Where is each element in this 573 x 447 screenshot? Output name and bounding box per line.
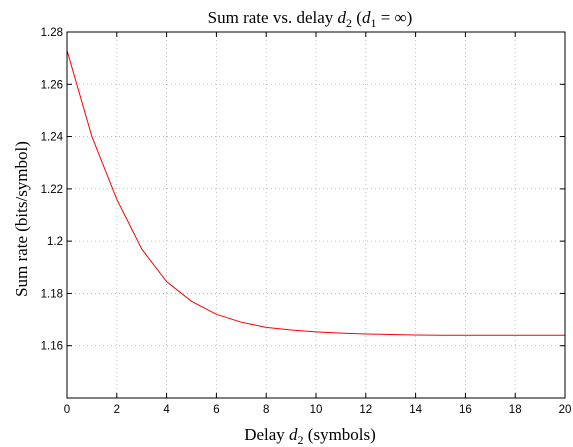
tick-marks [66, 31, 566, 398]
x-tick-label: 14 [409, 404, 422, 416]
series-layer [66, 50, 565, 336]
x-tick-label: 2 [114, 404, 120, 416]
y-axis-label: Sum rate (bits/symbol) [12, 141, 31, 297]
xlabel-suffix: (symbols) [304, 425, 376, 444]
y-tick-labels: 1.16 1.18 1.2 1.22 1.24 1.26 1.28 [41, 27, 64, 353]
x-tick-label: 0 [64, 404, 70, 416]
x-tick-labels: 0 2 4 6 8 10 12 14 16 18 20 [64, 404, 572, 416]
x-tick-label: 6 [213, 404, 219, 416]
x-tick-label: 20 [559, 404, 572, 416]
xlabel-prefix: Delay [244, 425, 289, 444]
y-tick-label: 1.24 [41, 132, 64, 144]
grid-lines [67, 32, 565, 398]
x-tick-label: 10 [310, 404, 323, 416]
plot-frame [66, 31, 566, 399]
x-tick-label: 12 [359, 404, 372, 416]
title-cond-sub: 1 [370, 16, 376, 30]
xlabel-var-sub: 2 [298, 433, 304, 447]
x-tick-label: 16 [459, 404, 472, 416]
title-cond-rest: = ∞) [376, 8, 412, 27]
title-paren-open: ( [352, 8, 362, 27]
sum-rate-line [66, 50, 565, 336]
x-tick-label: 4 [163, 404, 170, 416]
y-tick-label: 1.28 [41, 27, 63, 39]
y-tick-label: 1.16 [41, 341, 63, 353]
title-cond-var: d [362, 8, 371, 27]
title-var-sub: 2 [346, 16, 352, 30]
y-tick-label: 1.18 [41, 288, 63, 300]
xlabel-var: d [289, 425, 298, 444]
x-axis-label: Delay d2 (symbols) [244, 425, 376, 447]
y-tick-label: 1.22 [41, 184, 63, 196]
y-tick-label: 1.26 [41, 79, 63, 91]
x-tick-label: 18 [509, 404, 522, 416]
y-tick-label: 1.2 [47, 236, 63, 248]
title-var: d [338, 8, 347, 27]
chart-title: Sum rate vs. delay d2 (d1 = ∞) [208, 8, 413, 30]
title-prefix: Sum rate vs. delay [208, 8, 338, 27]
x-tick-label: 8 [263, 404, 269, 416]
